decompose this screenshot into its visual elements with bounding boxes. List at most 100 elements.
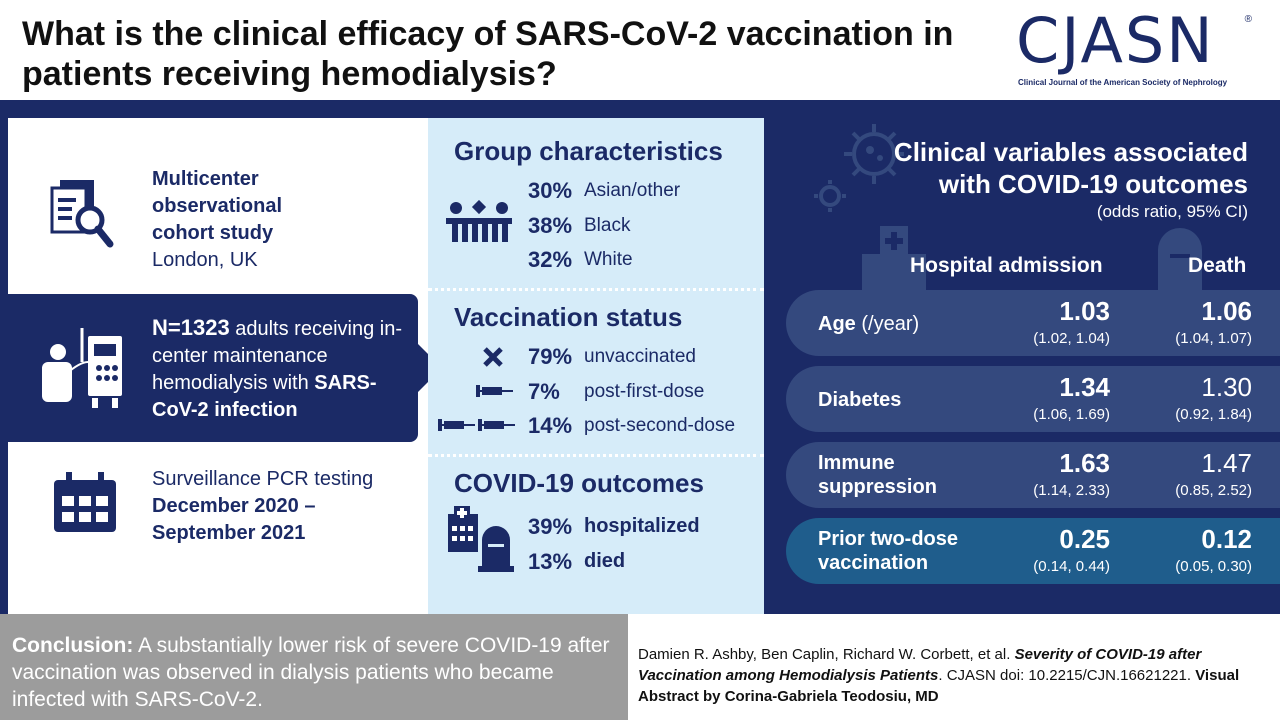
hosp-ci: (1.06, 1.69) — [1033, 406, 1110, 423]
document-search-icon — [50, 180, 114, 248]
header: What is the clinical efficacy of SARS-Co… — [0, 0, 1280, 100]
x-icon — [483, 347, 503, 367]
virus-icon — [814, 124, 904, 212]
death-header: Death — [1188, 254, 1247, 277]
outcome-label: died — [584, 550, 626, 572]
gravestone-icon — [1158, 228, 1202, 294]
group-label: Asian/other — [584, 180, 681, 201]
citation-text: Damien R. Ashby, Ben Caplin, Richard W. … — [638, 644, 1268, 707]
population-text: N=1323 adults receiving in-center mainte… — [152, 314, 412, 424]
cjasn-logo: CJASN ® Clinical Journal of the American… — [1012, 4, 1252, 90]
design-line-1: Multicenter — [152, 168, 259, 190]
group-characteristics-title: Group characteristics — [454, 136, 723, 166]
conclusion-panel: Conclusion: A substantially lower risk o… — [0, 614, 628, 720]
navy-band — [0, 100, 1280, 118]
clinical-subtitle: (odds ratio, 95% CI) — [1096, 202, 1248, 221]
people-group-icon — [446, 200, 512, 242]
vaccination-pct: 14% — [528, 413, 573, 438]
death-odds-ratio: 0.12 — [1201, 524, 1252, 554]
vaccination-status-title: Vaccination status — [454, 302, 683, 332]
design-line-2: observational — [152, 195, 283, 217]
citation-credit: Visual Abstract by Corina-Gabriela Teodo… — [638, 667, 1240, 705]
hospital-icon — [862, 226, 926, 294]
study-design-panel: Multicenter observational cohort study L… — [8, 118, 442, 614]
sample-size: N=1323 — [152, 315, 230, 340]
conclusion-text: Conclusion: A substantially lower risk o… — [12, 632, 622, 713]
variable-row-prior-vaccination: Prior two-dose vaccination 0.25 (0.14, 0… — [786, 518, 1280, 584]
dialysis-patient-icon — [42, 328, 122, 408]
hosp-ci: (0.14, 0.44) — [1033, 558, 1110, 575]
outcome-pct: 13% — [528, 549, 573, 574]
testing-info: Surveillance PCR testing December 2020 –… — [152, 466, 412, 547]
hospital-admission-header: Hospital admission — [910, 254, 1103, 277]
group-pct: 38% — [528, 213, 573, 238]
outcome-pct: 39% — [528, 514, 573, 539]
population-box: N=1323 adults receiving in-center mainte… — [8, 294, 418, 442]
variable-row-immune-suppression: Immune suppression 1.63 (1.14, 2.33) 1.4… — [786, 442, 1280, 508]
variable-label: Prior two-dose vaccination — [818, 527, 958, 575]
testing-period: December 2020 – September 2021 — [152, 495, 316, 544]
variable-row-age: Age (/year) 1.03 (1.02, 1.04) 1.06 (1.04… — [786, 290, 1280, 356]
conclusion-label: Conclusion: — [12, 634, 134, 657]
variable-name-line-2: vaccination — [818, 552, 929, 574]
group-pct: 32% — [528, 247, 573, 272]
clinical-variables-panel: Clinical variables associated with COVID… — [764, 118, 1280, 614]
covid-outcomes-title: COVID-19 outcomes — [454, 468, 704, 498]
vaccination-pct: 7% — [528, 379, 560, 404]
death-odds-ratio: 1.30 — [1201, 372, 1252, 402]
vaccination-pct: 79% — [528, 344, 573, 369]
variable-label: Diabetes — [818, 389, 902, 411]
group-pct: 30% — [528, 178, 573, 203]
page-title: What is the clinical efficacy of SARS-Co… — [22, 15, 954, 93]
calendar-icon — [54, 472, 116, 532]
clinical-title: Clinical variables associated with COVID… — [828, 136, 1248, 200]
study-design: Multicenter observational cohort study L… — [152, 166, 282, 274]
hosp-odds-ratio: 1.63 — [1059, 448, 1110, 478]
variable-name: Age — [818, 313, 856, 335]
hosp-odds-ratio: 1.03 — [1059, 296, 1110, 326]
vaccination-label: post-first-dose — [584, 381, 705, 402]
hosp-ci: (1.14, 2.33) — [1033, 482, 1110, 499]
vaccination-label: post-second-dose — [584, 415, 736, 436]
variable-row-diabetes: Diabetes 1.34 (1.06, 1.69) 1.30 (0.92, 1… — [786, 366, 1280, 432]
logo-registered-mark: ® — [1244, 14, 1252, 25]
hosp-odds-ratio: 1.34 — [1059, 372, 1110, 402]
death-ci: (1.04, 1.07) — [1175, 330, 1252, 347]
logo-subtitle: Clinical Journal of the American Society… — [1018, 78, 1228, 87]
variable-label: Immune suppression — [818, 451, 937, 499]
hosp-odds-ratio: 0.25 — [1059, 524, 1110, 554]
citation-doi: . CJASN doi: 10.2215/CJN.16621221. — [938, 667, 1196, 684]
group-label: White — [584, 249, 633, 270]
variable-name-line-2: suppression — [818, 476, 937, 498]
section-divider — [428, 454, 764, 457]
death-odds-ratio: 1.47 — [1201, 448, 1252, 478]
syringe-icon — [476, 385, 513, 397]
conclusion-body: A substantially lower risk of severe COV… — [12, 634, 610, 711]
logo-text: CJASN — [1016, 4, 1215, 77]
death-ci: (0.85, 2.52) — [1175, 482, 1252, 499]
variable-name: Immune — [818, 452, 895, 474]
death-odds-ratio: 1.06 — [1201, 296, 1252, 326]
two-syringes-icon — [438, 419, 515, 431]
variable-label: Age (/year) — [818, 312, 919, 336]
group-label: Black — [584, 215, 631, 236]
section-divider — [428, 288, 764, 291]
citation-authors: Damien R. Ashby, Ben Caplin, Richard W. … — [638, 646, 1015, 663]
population-description: adults receiving in-center maintenance h… — [152, 318, 402, 394]
study-location: London, UK — [152, 249, 258, 271]
citation-paper-title: Severity of COVID-19 after Vaccination a… — [638, 646, 1202, 684]
characteristics-panel: Group characteristics 30% Asian/other 38… — [428, 118, 764, 614]
death-ci: (0.92, 1.84) — [1175, 406, 1252, 423]
hospital-gravestone-icon — [448, 506, 514, 572]
variable-name: Prior two-dose — [818, 528, 959, 550]
clinical-title-line-2: with COVID-19 outcomes — [938, 169, 1248, 199]
clinical-title-line-1: Clinical variables associated — [893, 137, 1248, 167]
death-ci: (0.05, 0.30) — [1175, 558, 1252, 575]
citation-panel: Damien R. Ashby, Ben Caplin, Richard W. … — [628, 614, 1280, 720]
infection-label: SARS-CoV-2 infection — [152, 372, 377, 421]
design-line-3: cohort study — [152, 222, 274, 244]
outcome-label: hospitalized — [584, 515, 700, 537]
left-frame — [0, 118, 8, 614]
hosp-ci: (1.02, 1.04) — [1033, 330, 1110, 347]
variable-unit: (/year) — [855, 313, 920, 335]
